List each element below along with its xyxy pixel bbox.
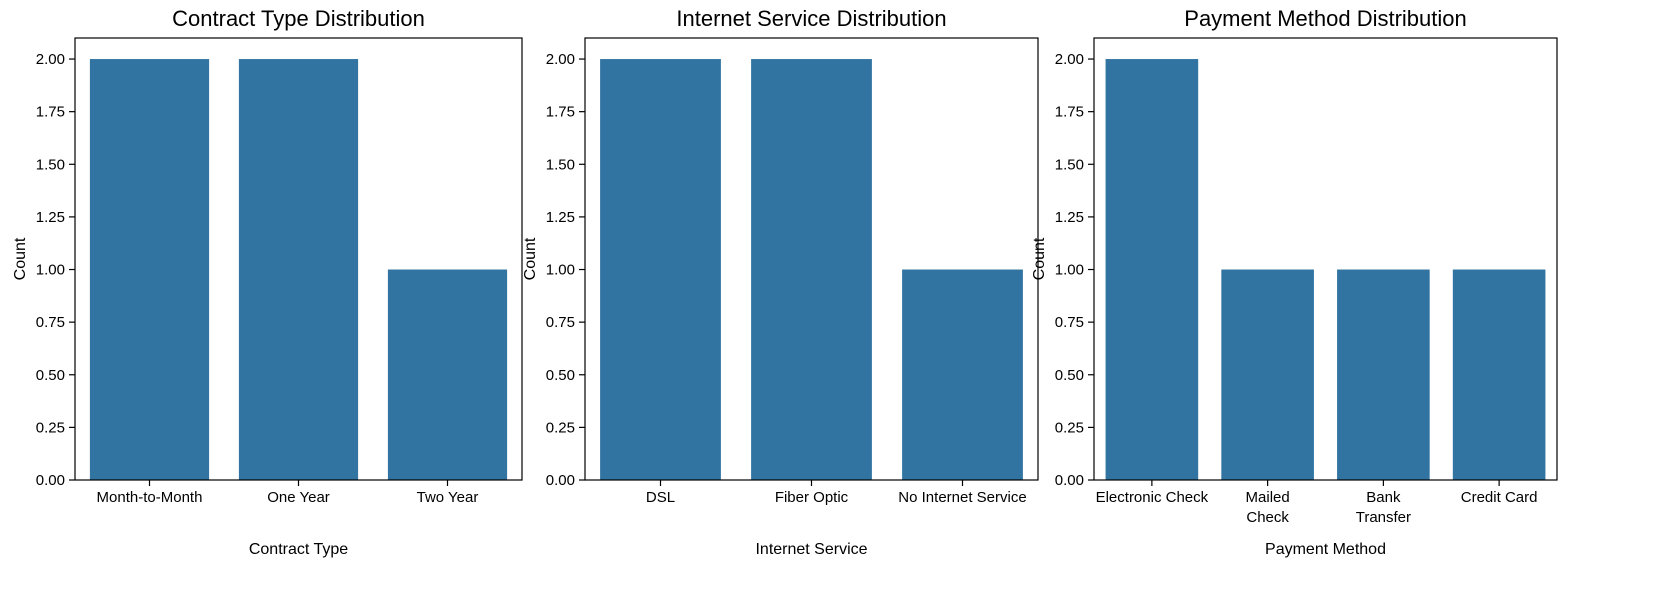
y-tick-label: 1.50 [1055,156,1084,173]
y-tick-label: 2.00 [1055,51,1084,68]
y-tick-label: 0.75 [36,314,65,331]
y-tick-label: 0.00 [1055,472,1084,489]
x-tick-label-fiber-optic: Fiber Optic [775,489,849,506]
y-tick-label: 1.50 [36,156,65,173]
y-tick-label: 1.75 [1055,104,1084,121]
x-tick-label-month-to-month: Month-to-Month [97,489,203,506]
y-tick-label: 1.25 [36,209,65,226]
y-tick-label: 0.50 [546,367,575,384]
bar-two-year [387,269,508,480]
y-tick-label: 1.25 [1055,209,1084,226]
bar-mailed-check [1221,269,1314,480]
y-tick-label: 1.00 [546,262,575,279]
y-tick-label: 2.00 [546,51,575,68]
x-tick-label-bank-transfer: Bank Transfer [1356,489,1411,526]
x-tick-label-mailed-check: Mailed Check [1246,489,1290,526]
y-tick-label: 1.00 [1055,262,1084,279]
bar-bank-transfer [1337,269,1430,480]
y-tick-label: 1.50 [546,156,575,173]
y-tick-label: 0.75 [1055,314,1084,331]
y-tick-label: 0.50 [36,367,65,384]
plot-frame [1093,37,1558,481]
bar-one-year [238,59,359,481]
y-axis-label: Count [522,237,539,280]
y-tick-label: 1.75 [546,104,575,121]
bar-electronic-check [1105,59,1199,481]
internet-service-chart: 0.00 0.25 0.50 0.75 1.00 1.25 1.50 1.75 2.00 DSL F… [522,6,1039,558]
y-tick-label: 1.00 [36,262,65,279]
y-tick-label: 0.25 [546,419,575,436]
bar-dsl [600,59,721,481]
y-tick-label: 0.25 [1055,419,1084,436]
x-tick-label-two-year: Two Year [417,489,479,506]
x-tick-label-credit-card: Credit Card [1461,489,1538,506]
bar-month-to-month [89,59,210,481]
x-axis-label: Payment Method [1265,541,1386,558]
y-tick-label: 0.25 [36,419,65,436]
y-axis-label: Count [12,237,29,280]
chart-title: Contract Type Distribution [172,6,425,31]
x-tick-label-electronic-check: Electronic Check [1096,489,1209,506]
x-axis-label: Contract Type [249,541,348,558]
y-tick-label: 0.75 [546,314,575,331]
x-axis-label: Internet Service [755,541,867,558]
y-tick-label: 0.00 [36,472,65,489]
chart-title: Internet Service Distribution [676,6,946,31]
y-tick-label: 1.75 [36,104,65,121]
bar-fiber-optic [751,59,872,481]
x-tick-label-one-year: One Year [267,489,330,506]
payment-method-chart: 0.00 0.25 0.50 0.75 1.00 1.25 1.50 1.75 2.00 Elec… [1031,6,1558,558]
y-tick-label: 2.00 [36,51,65,68]
y-axis-label: Count [1031,237,1048,280]
y-tick-label: 1.25 [546,209,575,226]
x-tick-label-no-internet-service: No Internet Service [898,489,1026,506]
chart-title: Payment Method Distribution [1184,6,1466,31]
x-tick-label-dsl: DSL [646,489,675,506]
bar-no-internet-service [902,269,1023,480]
y-tick-label: 0.50 [1055,367,1084,384]
y-tick-label: 0.00 [546,472,575,489]
bar-credit-card [1452,269,1546,480]
contract-type-chart: 0.00 0.25 0.50 0.75 1.00 1.25 1.50 1.75 2.00 Mont… [12,6,523,558]
